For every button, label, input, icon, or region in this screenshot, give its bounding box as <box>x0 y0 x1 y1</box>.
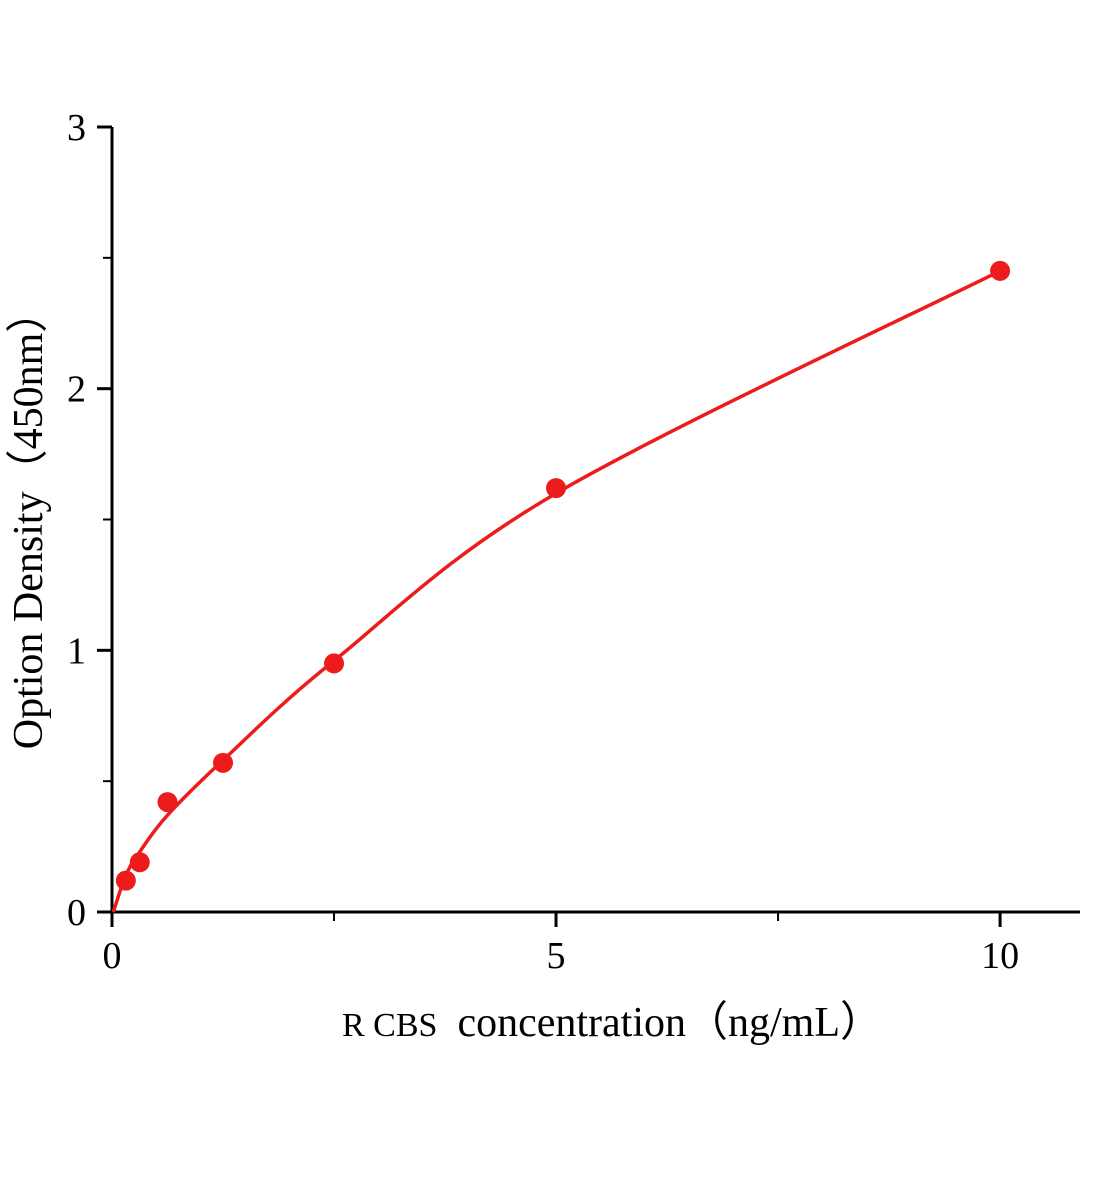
y-axis-label: Option Density（450nm） <box>6 291 52 750</box>
x-tick-label: 5 <box>547 935 566 977</box>
x-tick-label: 0 <box>103 935 122 977</box>
data-point-marker <box>115 870 136 891</box>
data-point-marker <box>990 260 1011 281</box>
data-point-marker <box>157 792 178 813</box>
x-axis-label-main: concentration（ng/mL） <box>457 1000 882 1046</box>
x-tick-label: 10 <box>981 935 1019 977</box>
x-axis-label-prefix: R CBS <box>342 1007 437 1044</box>
data-point-marker <box>213 752 234 773</box>
x-axis-label: R CBS concentration（ng/mL） <box>342 1000 882 1046</box>
fit-curve <box>112 269 1002 913</box>
y-tick-label: 0 <box>67 892 86 934</box>
y-tick-label: 2 <box>67 369 86 411</box>
data-point-marker <box>324 653 345 674</box>
data-point-marker <box>129 852 150 873</box>
plot-area: 0 1 2 3 0 5 10 <box>67 107 1080 977</box>
y-tick-label: 3 <box>67 107 86 149</box>
y-tick-label: 1 <box>67 630 86 672</box>
data-point-marker <box>546 478 567 499</box>
